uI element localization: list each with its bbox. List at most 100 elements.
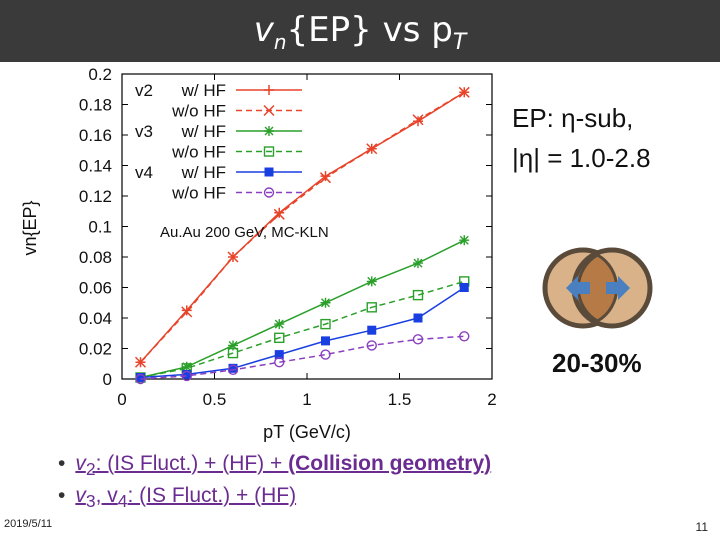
legend-entry: w/o HF (171, 143, 302, 162)
data-point (181, 306, 193, 318)
data-point (136, 372, 145, 382)
data-point (227, 251, 239, 263)
bullet-list: • v2: (IS Fluct.) + (HF) + (Collision geo… (58, 452, 491, 516)
data-point (263, 104, 275, 117)
data-point (320, 297, 331, 308)
data-point (264, 167, 274, 177)
slide-date: 2019/5/11 (4, 518, 53, 530)
data-point (264, 126, 274, 136)
series-line (139, 91, 465, 363)
arrow-left-icon (566, 276, 590, 300)
series-line (140, 280, 465, 379)
x-tick-label: 0 (117, 390, 126, 409)
data-point (135, 373, 146, 385)
legend-label: w/o HF (171, 102, 226, 121)
data-point (263, 146, 275, 157)
plot-frame (121, 73, 493, 380)
arrow-right-icon (606, 276, 630, 300)
data-point (182, 369, 192, 379)
data-point (134, 356, 147, 368)
y-tick-label: 0.1 (88, 218, 112, 237)
legend-entry: v4 w/ HF (135, 163, 302, 182)
data-point (264, 85, 274, 95)
slide-title: vn{EP} vs pT (253, 10, 467, 55)
data-point (366, 276, 377, 287)
data-point (274, 357, 285, 368)
legend-label: w/ HF (181, 163, 226, 182)
data-point (320, 349, 331, 360)
event-plane-label: EP: η-sub, |η| = 1.0-2.8 (512, 98, 651, 178)
y-tick-label: 0 (103, 370, 112, 389)
series-line (139, 91, 465, 363)
series-line (140, 286, 465, 379)
y-tick-label: 0.08 (79, 248, 112, 267)
series-layer (134, 86, 470, 385)
data-point (227, 364, 239, 376)
series-line (140, 335, 465, 380)
legend-entry: v2 w/ HF (135, 81, 302, 100)
y-ticks: 0 0.02 0.04 0.06 0.08 0.1 0.12 0.14 0.16 0.18 0.2 (79, 65, 492, 389)
y-tick-label: 0.2 (88, 65, 112, 84)
y-tick-label: 0.14 (79, 157, 112, 176)
data-point (459, 331, 470, 342)
legend-entry: w/o HF (171, 102, 302, 121)
y-tick-label: 0.04 (79, 309, 112, 328)
data-point (459, 283, 469, 292)
ep-line-1: EP: η-sub, (512, 103, 634, 133)
y-tick-label: 0.12 (79, 187, 112, 206)
data-point (412, 334, 424, 345)
data-point (366, 302, 377, 313)
ep-line-2: |η| = 1.0-2.8 (512, 143, 651, 173)
vn-vs-pt-chart: 00.020.040.060.080.10.120.140.160.180.2 … (20, 65, 653, 442)
data-point (366, 143, 378, 155)
data-point (181, 361, 192, 372)
series-v2-without-hf (134, 86, 470, 368)
x-tick-label: 1 (302, 390, 311, 409)
legend-label: w/ HF (181, 122, 226, 141)
legend-entry: w/o HF (171, 184, 302, 203)
y-tick-label: 0.02 (79, 340, 112, 359)
data-point (227, 347, 239, 359)
data-point (319, 172, 332, 184)
overlap-region (576, 253, 619, 323)
x-ticks: 0 0.5 1 1.5 2 (117, 74, 497, 409)
data-point (228, 363, 238, 373)
series-v2-with-hf (135, 87, 470, 368)
x-tick-label: 0.5 (203, 390, 227, 409)
series-v4-without-hf (135, 331, 470, 385)
data-point (228, 340, 238, 351)
collision-diagram (542, 247, 653, 329)
data-point (181, 305, 192, 316)
data-point (263, 187, 275, 198)
legend-label: w/o HF (171, 184, 226, 203)
legend-group-label: v3 (135, 122, 153, 141)
x-axis-label: pT (GeV/c) (263, 422, 351, 442)
data-point (413, 116, 423, 127)
y-tick-label: 0.18 (79, 96, 112, 115)
legend-label: w/o HF (171, 143, 226, 162)
page-number: 11 (695, 520, 708, 534)
data-point (413, 258, 423, 269)
data-point (274, 207, 285, 218)
data-point (412, 114, 424, 126)
x-tick-label: 2 (487, 390, 496, 409)
series-v4-with-hf (136, 283, 469, 382)
bullet-v2: • v2: (IS Fluct.) + (HF) + (Collision geo… (58, 452, 492, 480)
centrality-label: 20-30% (552, 348, 642, 378)
data-point (273, 208, 285, 220)
x-tick-label: 1.5 (388, 390, 412, 409)
legend-label: w/ HF (181, 81, 226, 100)
data-point (367, 325, 377, 335)
data-point (274, 332, 285, 344)
data-point (413, 313, 423, 323)
data-point (274, 319, 285, 330)
legend-group-label: v2 (135, 81, 153, 100)
data-point (458, 86, 470, 98)
data-point (320, 318, 331, 330)
data-point (412, 289, 424, 301)
legend-entry: v3 w/ HF (135, 122, 302, 141)
data-point (366, 340, 377, 351)
data-point (181, 370, 192, 382)
bullet-v3-v4: • v3, v4: (IS Fluct.) + (HF) (58, 484, 297, 512)
